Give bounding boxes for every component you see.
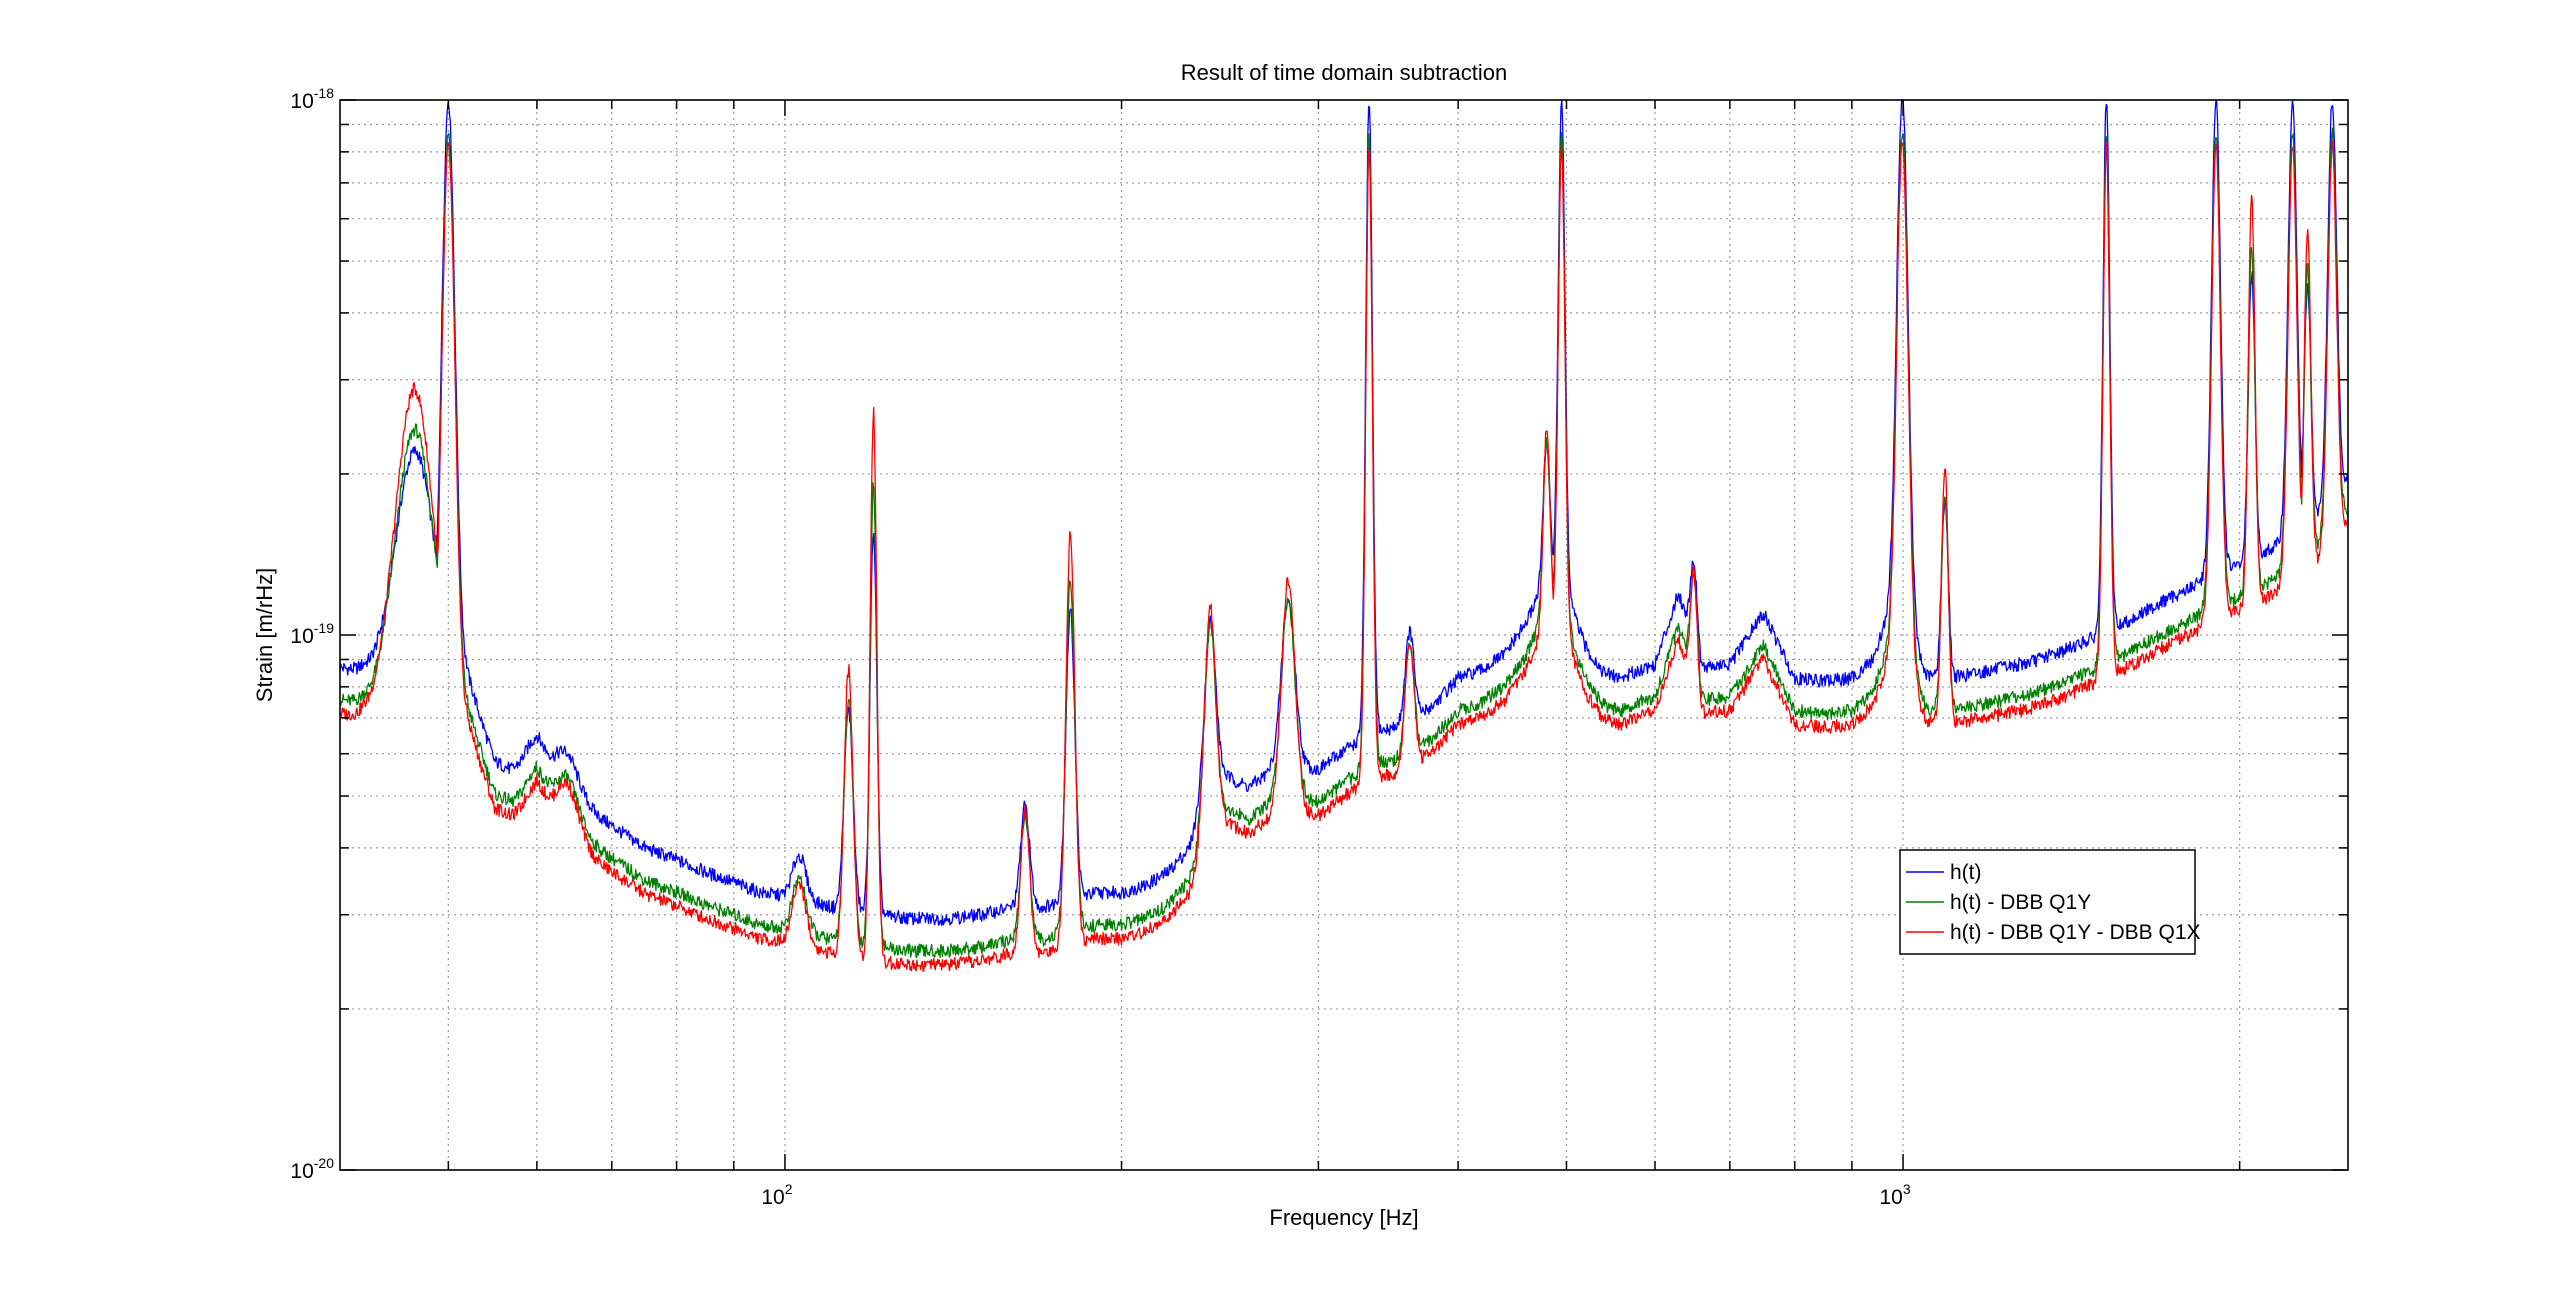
y-axis-label: Strain [m/rHz] xyxy=(252,568,277,702)
y-tick-label: 10-20 xyxy=(290,1155,334,1183)
y-tick-label: 10-19 xyxy=(290,620,334,648)
legend-item: h(t) - DBB Q1Y - DBB Q1X xyxy=(1906,921,2201,944)
legend-item: h(t) xyxy=(1906,861,1982,884)
axis-ticks xyxy=(340,99,2348,1171)
legend: h(t) h(t) - DBB Q1Y h(t) - DBB Q1Y - DBB… xyxy=(1899,849,2201,955)
legend-label: h(t) xyxy=(1950,861,1982,884)
series-line-2 xyxy=(339,127,2349,959)
x-tick-label: 103 xyxy=(1879,1181,1910,1209)
y-tick-labels: 10-20 10-19 10-18 xyxy=(290,85,334,1183)
legend-label: h(t) - DBB Q1Y xyxy=(1950,891,2091,914)
series-line-1 xyxy=(339,99,2349,926)
x-tick-label: 102 xyxy=(761,1181,792,1209)
legend-item: h(t) - DBB Q1Y xyxy=(1906,891,2091,914)
x-axis-label: Frequency [Hz] xyxy=(1269,1205,1418,1230)
legend-box xyxy=(1899,849,2196,955)
x-tick-labels: 102 103 xyxy=(761,1181,1910,1209)
legend-label: h(t) - DBB Q1Y - DBB Q1X xyxy=(1950,921,2201,944)
chart-title: Result of time domain subtraction xyxy=(1181,60,1508,85)
y-tick-label: 10-18 xyxy=(290,85,334,113)
series-lines xyxy=(339,99,2349,973)
series-line-3 xyxy=(339,140,2349,973)
